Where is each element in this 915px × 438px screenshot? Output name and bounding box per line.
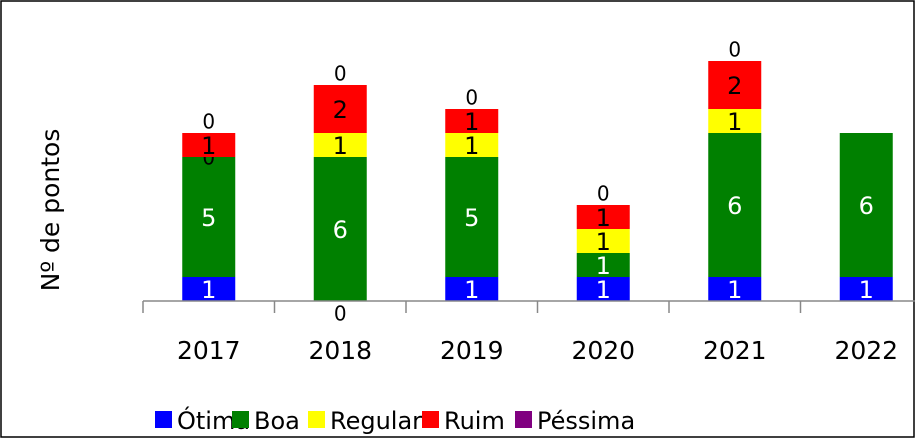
data-label: 1: [201, 132, 216, 160]
data-label: 1: [596, 276, 611, 304]
x-tick-label: 2020: [571, 336, 635, 365]
data-label: 2: [333, 96, 348, 124]
bar-segment: [445, 133, 499, 157]
bar-segment: [313, 85, 367, 133]
legend-swatch: [515, 411, 532, 428]
bar-segment: [708, 277, 762, 301]
data-label: 1: [727, 276, 742, 304]
y-axis-label: Nº de pontos: [36, 129, 65, 292]
legend-swatch: [155, 411, 172, 428]
legend-swatch: [308, 411, 325, 428]
data-label: 2: [727, 72, 742, 100]
bar-segment: [445, 277, 499, 301]
bar-segment: [182, 133, 236, 157]
legend-label: Regular: [330, 407, 422, 435]
data-label: 6: [727, 192, 742, 220]
legend-label: Péssima: [537, 407, 635, 435]
data-label: 1: [859, 276, 874, 304]
data-label: 1: [464, 132, 479, 160]
bar-segment: [708, 133, 762, 277]
data-label: 5: [201, 204, 216, 232]
data-label: 0: [728, 38, 741, 62]
data-label: 1: [596, 204, 611, 232]
x-tick-label: 2019: [440, 336, 504, 365]
data-label: 1: [333, 132, 348, 160]
x-tick-label: 2021: [703, 336, 767, 365]
data-label: 6: [333, 216, 348, 244]
legend-swatch: [232, 411, 249, 428]
legend-swatch: [422, 411, 439, 428]
bar-segment: [313, 157, 367, 301]
data-label: 1: [596, 228, 611, 256]
bar-segment: [839, 277, 893, 301]
data-label: 1: [201, 276, 216, 304]
bar-segment: [445, 157, 499, 277]
data-label: 0: [334, 302, 347, 326]
bar-segment: [445, 109, 499, 133]
bar-segment: [313, 133, 367, 157]
data-label: 1: [464, 276, 479, 304]
data-label: 0: [334, 62, 347, 86]
data-label: 0: [597, 182, 610, 206]
bar-segment: [576, 229, 630, 253]
legend-label: Ruim: [444, 407, 505, 435]
bar-segment: [576, 253, 630, 277]
data-label: 5: [464, 204, 479, 232]
data-label: 6: [859, 192, 874, 220]
bar-segment: [182, 277, 236, 301]
bar-segment: [182, 157, 236, 277]
bar-segment: [708, 109, 762, 133]
legend-label: Boa: [254, 407, 300, 435]
data-label: 0: [465, 86, 478, 110]
bar-segment: [576, 205, 630, 229]
x-tick-label: 2018: [308, 336, 372, 365]
bar-segment: [576, 277, 630, 301]
data-label: 1: [464, 108, 479, 136]
data-label: 1: [727, 108, 742, 136]
data-label: 0: [202, 110, 215, 134]
x-tick-label: 2022: [834, 336, 898, 365]
bar-segment: [708, 61, 762, 109]
bar-segment: [839, 133, 893, 277]
data-label: 1: [596, 252, 611, 280]
x-tick-label: 2017: [177, 336, 241, 365]
